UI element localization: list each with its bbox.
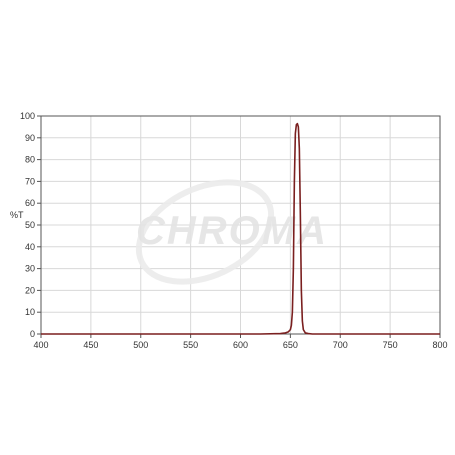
- series-layer: [40, 122, 440, 335]
- watermark-text: CHROMA: [136, 209, 328, 253]
- y-tick-label: 30: [25, 264, 35, 274]
- data-point: [302, 320, 303, 321]
- data-point: [439, 333, 440, 334]
- data-point: [299, 148, 300, 149]
- x-tick-label: 600: [233, 340, 248, 350]
- y-tick-label: 50: [25, 220, 35, 230]
- data-point: [291, 325, 292, 326]
- y-axis-ticks: 0 10 20 30 40 50 60 70 80 90 100: [20, 111, 41, 339]
- data-point: [301, 290, 302, 291]
- y-tick-label: 60: [25, 198, 35, 208]
- data-point: [305, 332, 306, 333]
- data-point: [298, 126, 299, 127]
- data-point: [300, 214, 301, 215]
- data-point: [290, 329, 291, 330]
- y-tick-label: 10: [25, 307, 35, 317]
- x-tick-label: 450: [83, 340, 98, 350]
- x-tick-label: 700: [333, 340, 348, 350]
- y-tick-label: 100: [20, 111, 35, 121]
- y-tick-label: 70: [25, 176, 35, 186]
- data-point: [312, 333, 313, 334]
- x-tick-label: 400: [33, 340, 48, 350]
- data-point: [40, 333, 41, 334]
- data-point: [293, 268, 294, 269]
- x-tick-label: 550: [183, 340, 198, 350]
- transmission-series-line: [41, 122, 440, 335]
- y-tick-label: 0: [30, 329, 35, 339]
- x-axis-ticks: 400 450 500 550 600 650 700 750 800: [33, 334, 448, 350]
- chroma-watermark: CHROMA: [135, 179, 328, 285]
- x-tick-label: 650: [283, 340, 298, 350]
- x-tick-label: 750: [383, 340, 398, 350]
- y-tick-label: 80: [25, 155, 35, 165]
- data-point: [285, 332, 286, 333]
- data-point: [340, 333, 341, 334]
- data-point: [308, 333, 309, 334]
- data-point: [280, 333, 281, 334]
- x-tick-label: 500: [133, 340, 148, 350]
- data-point: [297, 123, 298, 124]
- data-point: [260, 333, 261, 334]
- data-point: [303, 329, 304, 330]
- data-point: [292, 312, 293, 313]
- y-axis-label: %T: [10, 210, 24, 220]
- data-point: [296, 124, 297, 125]
- y-tick-label: 90: [25, 133, 35, 143]
- y-tick-label: 20: [25, 285, 35, 295]
- data-point: [288, 331, 289, 332]
- data-point: [295, 133, 296, 134]
- y-tick-label: 40: [25, 242, 35, 252]
- x-tick-label: 800: [432, 340, 447, 350]
- data-point: [294, 181, 295, 182]
